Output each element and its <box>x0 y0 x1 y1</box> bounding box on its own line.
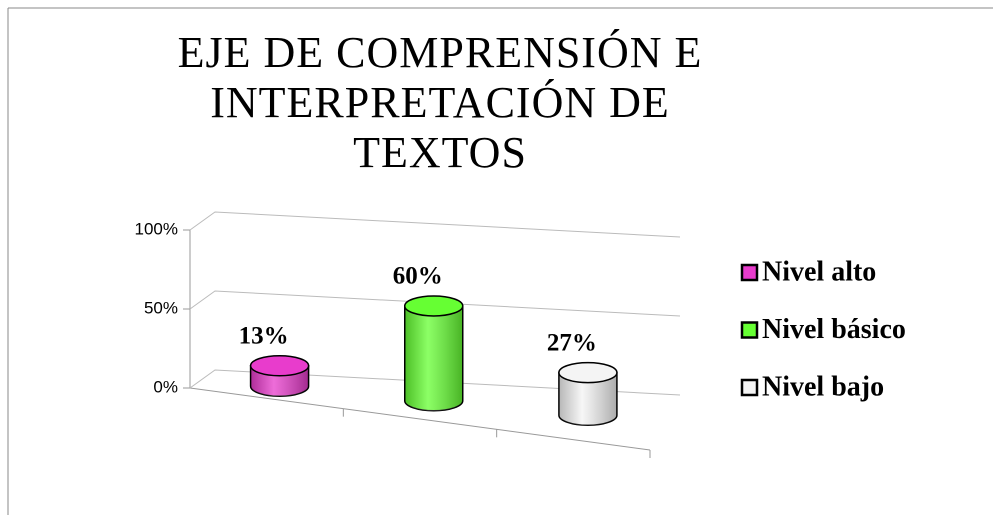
floor-edge <box>189 387 651 451</box>
legend-label: Nivel básico <box>762 314 906 345</box>
y-tick-label: 100% <box>135 219 178 238</box>
value-label: 27% <box>547 329 597 356</box>
grid-line <box>189 211 681 238</box>
grid-line <box>189 290 681 317</box>
bar-top <box>558 361 618 384</box>
grid-line <box>189 369 681 396</box>
bar-shade <box>404 305 463 411</box>
value-label: 60% <box>393 263 443 290</box>
legend-swatch <box>740 378 759 397</box>
legend-label: Nivel bajo <box>762 371 884 402</box>
legend-label: Nivel alto <box>762 256 876 287</box>
y-tick-label: 50% <box>144 298 178 317</box>
bar-top <box>249 354 310 377</box>
chart-title: EJE DE COMPRENSIÓN E INTERPRETACIÓN DE T… <box>177 28 703 177</box>
bar-shade <box>558 372 617 426</box>
bar-top <box>404 295 464 317</box>
legend-swatch <box>740 263 759 282</box>
value-label: 13% <box>239 322 289 349</box>
legend-swatch <box>740 321 759 339</box>
y-tick-label: 0% <box>153 377 178 396</box>
